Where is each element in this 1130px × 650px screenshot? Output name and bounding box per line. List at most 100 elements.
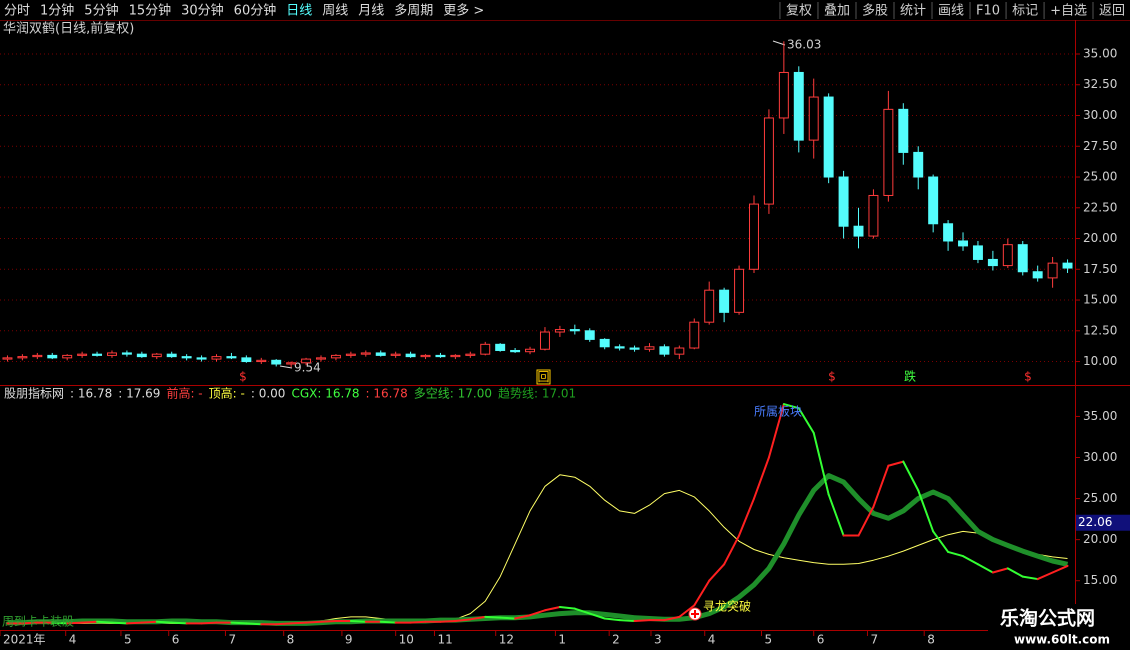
candle-body bbox=[136, 353, 147, 358]
candle-body bbox=[17, 356, 28, 359]
indicator-segment bbox=[782, 403, 800, 410]
indicator-segment bbox=[349, 619, 367, 623]
candle-body bbox=[166, 353, 177, 358]
toolbar-tab[interactable]: 多周期 bbox=[394, 3, 433, 19]
toolbar-tab[interactable]: 60分钟 bbox=[234, 3, 277, 19]
candle-body bbox=[674, 347, 685, 355]
annotation: 寻龙突破 bbox=[703, 599, 751, 614]
candle-body bbox=[196, 357, 207, 360]
toolbar-button[interactable]: 统计 bbox=[900, 4, 926, 19]
indicator-segment bbox=[962, 555, 979, 566]
candle-body bbox=[749, 203, 759, 270]
logo-bg bbox=[988, 604, 1130, 650]
y-tick-label: 20.00 bbox=[1083, 231, 1117, 245]
indicator-line bbox=[7, 473, 1069, 626]
annotation-arrow bbox=[772, 40, 786, 46]
candle-body bbox=[77, 353, 88, 356]
chart-title: 华润双鹤(日线,前复权) bbox=[3, 21, 134, 37]
x-tick-label: 4 bbox=[708, 633, 716, 647]
candle-body bbox=[883, 108, 894, 196]
x-tick-label: 8 bbox=[927, 633, 935, 647]
logo-url: www.60lt.com bbox=[1014, 633, 1110, 647]
x-tick-label: 7 bbox=[870, 633, 878, 647]
marker: $ bbox=[1024, 370, 1032, 384]
toolbar-tab[interactable]: 周线 bbox=[322, 4, 348, 19]
x-tick-label: 11 bbox=[437, 633, 452, 647]
indicator-segment bbox=[499, 616, 517, 620]
indicator-segment bbox=[125, 621, 143, 625]
indicator-segment bbox=[797, 407, 815, 434]
indicator-segment bbox=[1036, 571, 1054, 581]
candle-body bbox=[898, 108, 909, 153]
x-tick-label: 2 bbox=[612, 633, 620, 647]
candle-body bbox=[286, 362, 297, 365]
annotation-arrow bbox=[279, 365, 293, 369]
candle-body bbox=[569, 329, 580, 332]
indicator-segment bbox=[529, 609, 546, 617]
candle-body bbox=[450, 354, 461, 358]
legend-entry: 多空线: 17.00 bbox=[414, 387, 492, 401]
toolbar-tab[interactable]: 分时 bbox=[4, 4, 30, 19]
indicator-segment bbox=[738, 497, 755, 537]
toolbar-button[interactable]: 返回 bbox=[1099, 4, 1125, 19]
indicator-segment bbox=[708, 563, 726, 582]
toolbar-button[interactable]: 复权 bbox=[786, 3, 812, 19]
toolbar-button[interactable]: 多股 bbox=[862, 3, 888, 19]
indicator-segment bbox=[678, 604, 696, 618]
legend-entry: : 16.78 bbox=[70, 387, 112, 401]
candle-body bbox=[510, 349, 521, 353]
y-tick-label: 27.50 bbox=[1083, 139, 1117, 153]
y-tick-label: 22.50 bbox=[1083, 200, 1117, 214]
candle-body bbox=[958, 240, 969, 247]
annotation: 周到卡卡装股 bbox=[2, 615, 74, 629]
x-tick-label: 7 bbox=[228, 633, 236, 647]
indicator-segment bbox=[230, 621, 248, 625]
indicator-segment bbox=[484, 615, 502, 619]
x-tick-label: 5 bbox=[124, 633, 132, 647]
candle-body bbox=[480, 343, 491, 355]
indicator-segment bbox=[693, 579, 711, 607]
toolbar-tab[interactable]: 1分钟 bbox=[40, 3, 74, 19]
toolbar-tab[interactable]: 30分钟 bbox=[181, 3, 224, 19]
legend-entry: : 16.78 bbox=[366, 387, 408, 401]
indicator-segment bbox=[723, 534, 741, 566]
indicator-segment bbox=[439, 619, 457, 623]
y-tick-label: 10.00 bbox=[1083, 354, 1117, 368]
toolbar-tab[interactable]: 日线 bbox=[286, 4, 312, 19]
candle-body bbox=[211, 356, 222, 360]
toolbar-button[interactable]: 叠加 bbox=[824, 4, 850, 19]
toolbar-button[interactable]: 标记 bbox=[1012, 4, 1038, 19]
indicator-segment bbox=[917, 489, 935, 533]
marker: $ bbox=[828, 370, 836, 384]
candle-body bbox=[763, 117, 774, 205]
indicator-segment bbox=[1021, 575, 1039, 581]
candle-body bbox=[987, 258, 998, 267]
candle-body bbox=[47, 354, 58, 359]
toolbar-tab[interactable]: 15分钟 bbox=[129, 3, 172, 19]
candle-body bbox=[719, 289, 730, 313]
x-tick-label: 9 bbox=[345, 633, 353, 647]
indicator-segment bbox=[21, 621, 39, 625]
toolbar-button[interactable]: +自选 bbox=[1050, 4, 1087, 19]
candle-body bbox=[778, 71, 789, 119]
toolbar-tab[interactable]: 月线 bbox=[358, 4, 384, 19]
indicator-segment bbox=[514, 614, 532, 620]
toolbar-button[interactable]: 画线 bbox=[938, 4, 964, 19]
candle-body bbox=[151, 353, 162, 358]
toolbar-tab[interactable]: 更多 > bbox=[443, 3, 484, 19]
candle-body bbox=[1017, 244, 1028, 273]
indicator-segment bbox=[290, 621, 308, 625]
indicator-segment bbox=[275, 622, 293, 626]
candle-body bbox=[2, 357, 13, 360]
candle-body bbox=[554, 329, 565, 333]
candle-body bbox=[92, 353, 103, 356]
indicator-segment bbox=[454, 618, 472, 622]
candle-body bbox=[435, 354, 446, 358]
x-tick-label: 1 bbox=[558, 633, 566, 647]
toolbar-button[interactable]: F10 bbox=[976, 4, 1000, 19]
indicator-segment bbox=[379, 620, 397, 624]
toolbar-tab[interactable]: 5分钟 bbox=[84, 3, 118, 19]
indicator-segment bbox=[320, 619, 337, 623]
candle-body bbox=[838, 176, 849, 227]
